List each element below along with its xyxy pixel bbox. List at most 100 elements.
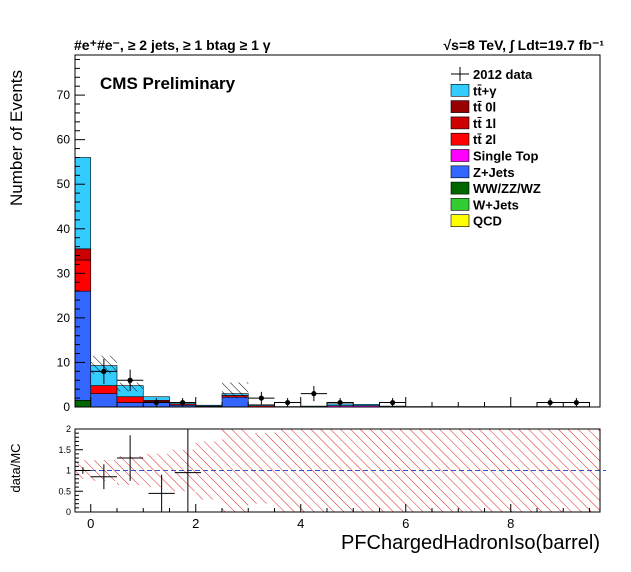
bar-tt1l-0: [74, 248, 92, 261]
data-point-10: [563, 398, 590, 407]
bar-wwzzwz-0: [74, 400, 92, 408]
ratio-band-9: [300, 429, 327, 512]
main-ytick-label-10: 10: [57, 355, 71, 369]
ratio-xtick-label-0: 0: [87, 516, 94, 531]
ratio-xtick-label-6: 6: [402, 516, 409, 531]
main-ytick-label-0: 0: [63, 400, 70, 414]
data-point-7: [327, 398, 354, 407]
legend-entry-8: W+Jets: [450, 197, 519, 212]
legend-label-4: tt̄ 2l: [473, 132, 496, 147]
ratio-xtick-label-2: 2: [192, 516, 199, 531]
ratio-band-7: [248, 433, 275, 504]
main-ytick-label-70: 70: [57, 88, 71, 102]
legend-swatch-wjets: [450, 198, 470, 211]
legend-label-5: Single Top: [473, 149, 539, 164]
legend-entry-1: tt̄+γ: [450, 83, 497, 98]
legend-label-9: QCD: [473, 214, 502, 229]
main-ytick-label-20: 20: [57, 311, 71, 325]
ratio-ytick-label-4: 2: [66, 424, 71, 434]
bar-ttgamma-5: [195, 404, 223, 407]
x-axis-label: PFChargedHadronIso(barrel): [341, 532, 600, 554]
bar-tt2l-1: [90, 385, 118, 394]
legend-label-2: tt̄ 0l: [473, 100, 496, 115]
main-ytick-label-50: 50: [57, 177, 71, 191]
legend-entry-6: Z+Jets: [450, 165, 515, 180]
ratio-point-1: [90, 464, 117, 490]
legend-label-0: 2012 data: [473, 67, 533, 82]
legend-label-3: tt̄ 1l: [473, 116, 496, 131]
data-marker-4: [258, 395, 264, 401]
bar-ttgamma-7: [247, 404, 275, 406]
data-point-1: [117, 369, 144, 391]
legend-label-8: W+Jets: [473, 197, 519, 212]
bar-ttgamma-0: [74, 157, 92, 250]
ratio-y-ticks: 0 0.5 1 1.5 2: [58, 424, 83, 517]
legend-swatch-tt1l: [450, 116, 470, 130]
ratio-y-axis-label: data/MC: [8, 443, 23, 492]
data-points: [90, 358, 590, 407]
data-point-5: [274, 398, 301, 407]
data-point-3: [169, 398, 196, 407]
data-point-2: [143, 398, 170, 407]
data-marker-2: [153, 399, 159, 406]
legend-swatch-tt2l: [450, 132, 470, 146]
data-marker-5: [285, 399, 291, 406]
ratio-panel: 0 2 4 6 8 0 0.5 1 1.5 2: [58, 424, 606, 531]
data-marker-6: [311, 391, 317, 397]
ratio-ytick-label-0: 0: [66, 507, 71, 517]
main-ytick-label-60: 60: [57, 133, 71, 147]
ratio-band-16: [484, 429, 511, 512]
data-point-0: [90, 358, 117, 384]
main-frame: [74, 54, 601, 408]
data-marker-10: [573, 399, 579, 406]
ratio-point-4: [174, 429, 201, 512]
legend-entry-5: Single Top: [450, 149, 539, 164]
ratio-ytick-label-2: 1: [66, 466, 71, 476]
legend-entry-0: 2012 data: [451, 67, 533, 82]
legend-label-7: WW/ZZ/WZ: [473, 181, 541, 196]
main-x-ticks: [90, 397, 590, 407]
legend-entry-3: tt̄ 1l: [450, 116, 496, 131]
bar-zjets-1: [90, 393, 118, 408]
main-plot-panel: 0 10 20 30 40 50 60 70: [57, 54, 601, 414]
legend-entry-2: tt̄ 0l: [450, 100, 496, 115]
data-marker-7: [337, 399, 343, 406]
data-marker-8: [390, 399, 396, 406]
ratio-xtick-label-4: 4: [297, 516, 304, 531]
ratio-point-2: [117, 435, 144, 481]
main-y-axis-label: Number of Events: [7, 70, 26, 206]
data-marker-3: [180, 399, 186, 406]
data-marker-1: [127, 377, 133, 383]
legend-entry-4: tt̄ 2l: [450, 132, 496, 147]
bar-zjets-2: [116, 402, 144, 408]
data-point-9: [537, 398, 564, 407]
legend-swatch-tt0l: [450, 100, 470, 113]
bar-ttgamma-11: [352, 404, 380, 406]
ratio-xtick-label-8: 8: [507, 516, 514, 531]
bar-zjets-6: [221, 396, 249, 408]
legend-swatch-qcd: [450, 214, 470, 227]
cms-label: CMS Preliminary: [100, 74, 236, 93]
bar-tt2l-2: [116, 396, 144, 403]
header-left: #e⁺#e⁻, ≥ 2 jets, ≥ 1 btag ≥ 1 γ: [74, 37, 271, 53]
ratio-x-ticks: 0 2 4 6 8: [87, 504, 590, 531]
legend-entry-7: WW/ZZ/WZ: [450, 181, 541, 196]
main-y-ticks: 0 10 20 30 40 50 60 70: [57, 58, 85, 414]
legend-swatch-singletop: [450, 149, 470, 162]
data-point-6: [300, 386, 327, 402]
data-marker-0: [101, 368, 107, 374]
header-right: √s=8 TeV, ∫ Ldt=19.7 fb⁻¹: [443, 37, 604, 54]
legend-swatch-zjets: [450, 165, 470, 179]
data-marker-9: [547, 399, 553, 406]
ratio-ytick-label-1: 0.5: [58, 486, 71, 496]
ratio-point-3: [148, 474, 175, 512]
data-point-8: [379, 398, 406, 407]
bar-zjets-0: [74, 290, 92, 401]
data-point-4: [248, 391, 275, 405]
ratio-ytick-label-3: 1.5: [58, 445, 71, 455]
ratio-band-5: [195, 441, 222, 500]
legend-label-1: tt̄+γ: [473, 83, 497, 98]
ratio-points: [75, 429, 201, 512]
